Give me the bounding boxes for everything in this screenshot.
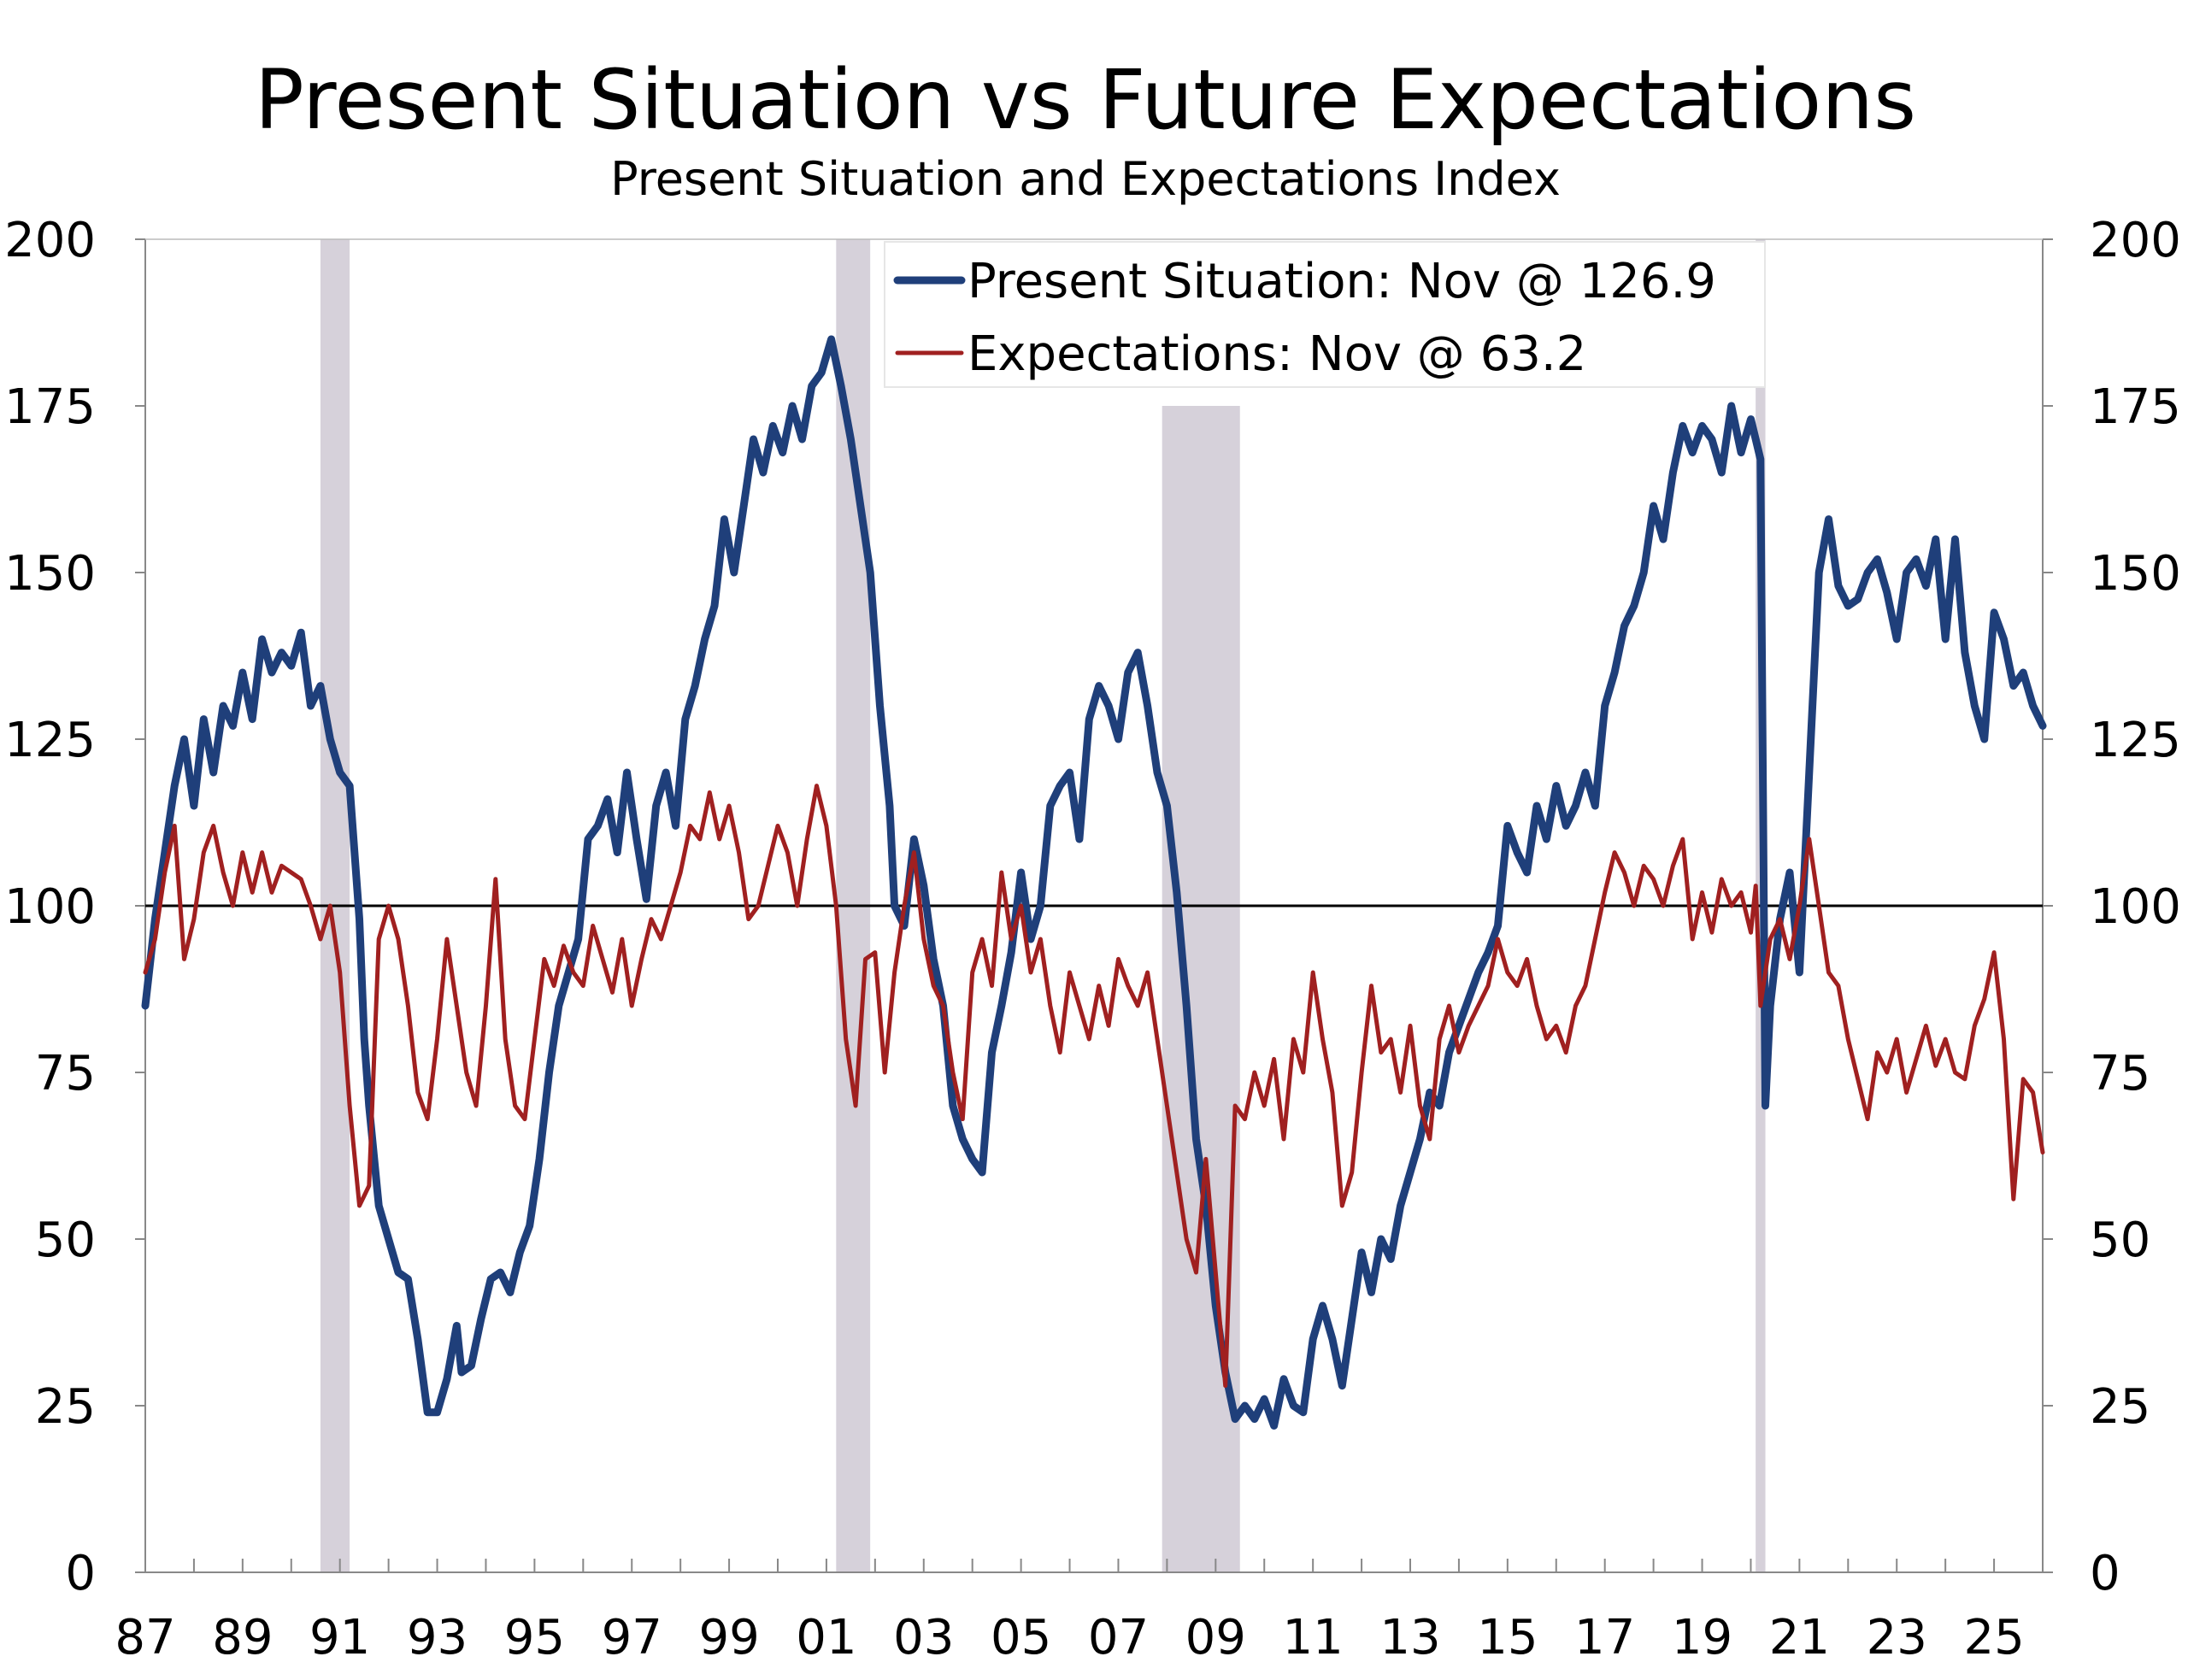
x-tick-label: 97 <box>602 1610 662 1665</box>
x-tick-label: 25 <box>1963 1610 2024 1665</box>
y-tick-label-right: 0 <box>2090 1546 2120 1601</box>
x-tick-label: 13 <box>1379 1610 1440 1665</box>
y-tick-label-left: 50 <box>35 1213 96 1268</box>
y-tick-label-left: 25 <box>35 1379 96 1435</box>
y-tick-label-right: 150 <box>2090 546 2181 602</box>
legend-box <box>884 241 1766 388</box>
x-tick-label: 17 <box>1574 1610 1635 1665</box>
y-axis-left: 0 25 50 75 100 125 150 175 200 <box>4 213 145 1601</box>
y-tick-label-left: 0 <box>65 1546 96 1601</box>
x-tick-label: 19 <box>1672 1610 1732 1665</box>
y-tick-label-right: 25 <box>2090 1379 2150 1435</box>
series-line-expectations <box>143 784 2045 1389</box>
x-tick-label: 15 <box>1477 1610 1538 1665</box>
y-tick-label-left: 125 <box>4 713 96 768</box>
x-tick-label: 91 <box>309 1610 370 1665</box>
y-tick-label-left: 150 <box>4 546 96 602</box>
x-tick-label: 05 <box>991 1610 1051 1665</box>
x-tick-label: 07 <box>1088 1610 1149 1665</box>
x-tick-label: 23 <box>1867 1610 1927 1665</box>
y-tick-label-left: 100 <box>4 879 96 935</box>
x-tick-label: 09 <box>1185 1610 1246 1665</box>
x-axis: 87 89 91 93 95 97 99 01 03 05 07 09 11 13 15 17 19 21 23 25 <box>115 1559 2044 1665</box>
x-tick-label: 03 <box>893 1610 954 1665</box>
y-tick-label-left: 175 <box>4 379 96 435</box>
chart-subtitle: Present Situation and Expectations Index <box>610 152 1561 206</box>
legend: Present Situation: Nov @ 126.9 Expectatio… <box>884 241 1766 388</box>
x-tick-label: 89 <box>212 1610 273 1665</box>
legend-label: Present Situation: Nov @ 126.9 <box>968 254 1716 309</box>
titles: Present Situation vs Future Expectations… <box>255 52 1916 206</box>
y-tick-label-left: 200 <box>4 213 96 268</box>
y-axis-right: 0 25 50 75 100 125 150 175 200 <box>2043 213 2181 1601</box>
x-tick-label: 11 <box>1283 1610 1344 1665</box>
y-tick-label-right: 200 <box>2090 213 2181 268</box>
x-tick-label: 95 <box>504 1610 565 1665</box>
legend-label: Expectations: Nov @ 63.2 <box>968 326 1586 382</box>
x-tick-label: 87 <box>115 1610 175 1665</box>
y-tick-label-right: 50 <box>2090 1213 2150 1268</box>
x-tick-label: 01 <box>796 1610 856 1665</box>
y-tick-label-right: 75 <box>2090 1046 2150 1101</box>
x-tick-label: 21 <box>1769 1610 1830 1665</box>
y-tick-label-right: 175 <box>2090 379 2181 435</box>
y-tick-label-right: 125 <box>2090 713 2181 768</box>
series-line-present-situation <box>141 335 2047 1430</box>
chart-title: Present Situation vs Future Expectations <box>255 52 1916 148</box>
x-tick-label: 93 <box>407 1610 468 1665</box>
y-tick-label-left: 75 <box>35 1046 96 1101</box>
y-tick-label-right: 100 <box>2090 879 2181 935</box>
series-lines <box>141 335 2047 1430</box>
x-tick-label: 99 <box>698 1610 759 1665</box>
